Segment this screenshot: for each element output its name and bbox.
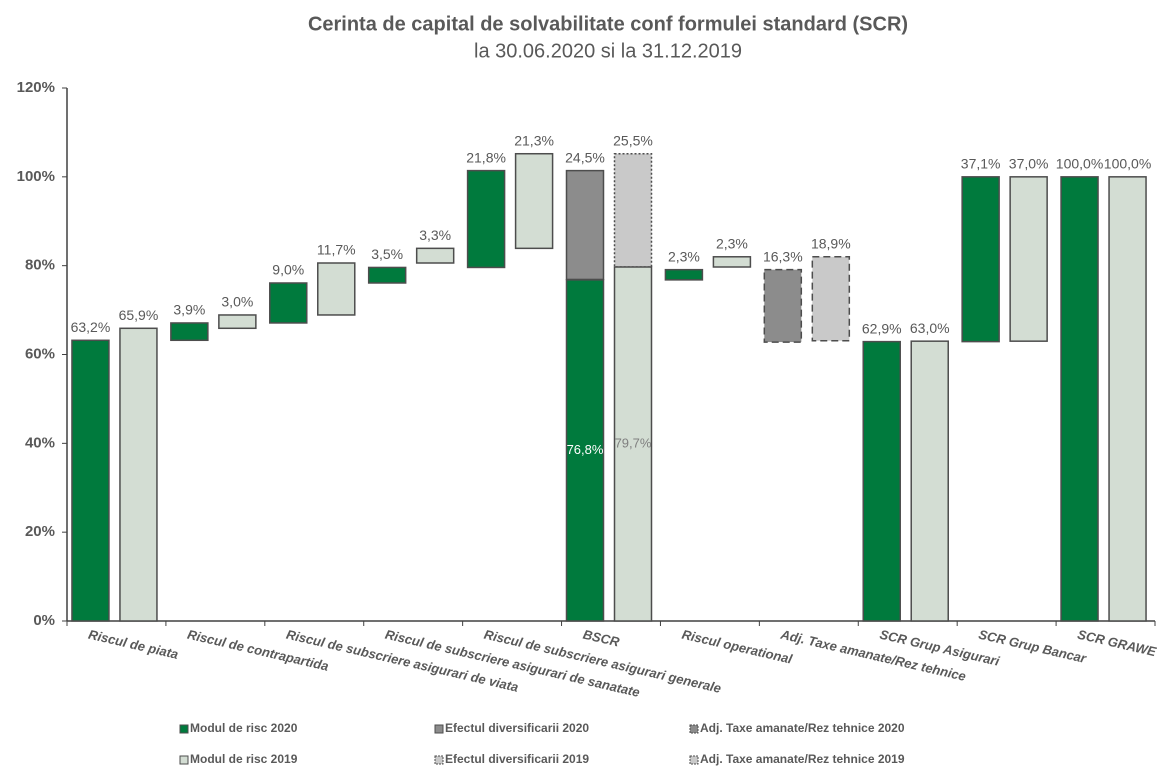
value-label: 21,3% — [514, 132, 554, 148]
legend-swatch — [689, 755, 699, 765]
legend-label: Adj. Taxe amanate/Rez tehnice 2020 — [700, 721, 905, 735]
legend-label: Adj. Taxe amanate/Rez tehnice 2019 — [700, 752, 905, 766]
value-label: 79,7% — [615, 435, 652, 450]
value-label: 3,3% — [419, 227, 451, 243]
bar — [565, 279, 605, 622]
legend-label: Efectul diversificarii 2019 — [445, 752, 589, 766]
legend-swatch — [434, 755, 444, 765]
bar — [415, 247, 455, 264]
legend-swatch — [179, 755, 189, 765]
y-tick-label: 0% — [33, 612, 55, 629]
bar — [565, 169, 605, 281]
bar — [961, 176, 1000, 343]
value-label: 24,5% — [565, 149, 605, 165]
bar — [763, 268, 803, 343]
value-label: 3,0% — [221, 294, 253, 310]
value-label: 25,5% — [613, 132, 653, 148]
bar — [664, 268, 704, 281]
value-label: 2,3% — [668, 248, 700, 264]
bar — [119, 327, 158, 622]
x-tick-label: BSCR — [582, 627, 622, 650]
y-tick-label: 60% — [25, 345, 55, 362]
value-label: 21,8% — [466, 149, 506, 165]
y-tick-label: 100% — [17, 168, 55, 185]
value-label: 11,7% — [317, 242, 356, 258]
bar — [218, 314, 257, 330]
bar — [1060, 176, 1099, 622]
legend-label: Modul de risc 2019 — [190, 752, 298, 766]
legend-swatch — [689, 724, 699, 734]
value-label: 18,9% — [811, 235, 851, 251]
legend-label: Efectul diversificarii 2020 — [445, 721, 589, 735]
value-label: 100,0% — [1056, 156, 1103, 172]
legend-swatch — [434, 724, 444, 734]
bar — [910, 340, 949, 622]
bar — [1009, 176, 1048, 342]
bar — [170, 322, 209, 342]
y-tick-label: 20% — [25, 523, 55, 540]
y-tick-label: 80% — [25, 257, 55, 274]
bar — [862, 340, 901, 622]
bar — [367, 266, 407, 284]
value-label: 37,1% — [961, 156, 1001, 172]
bar — [71, 339, 110, 622]
value-label: 37,0% — [1009, 156, 1049, 172]
value-label: 63,0% — [910, 320, 950, 336]
value-label: 9,0% — [272, 262, 304, 278]
bar — [712, 256, 752, 268]
bar — [466, 169, 506, 269]
value-label: 2,3% — [716, 235, 748, 251]
value-label: 16,3% — [763, 248, 803, 264]
bar — [1108, 176, 1147, 622]
y-tick-label: 120% — [17, 79, 55, 96]
x-tick-label: SCR GRAWE Group — [1076, 627, 1157, 669]
chart-subtitle: la 30.06.2020 si la 31.12.2019 — [474, 40, 742, 62]
value-label: 3,9% — [173, 302, 205, 318]
bar — [317, 262, 356, 316]
value-label: 3,5% — [371, 246, 403, 262]
bar — [811, 256, 851, 342]
value-label: 76,8% — [567, 442, 604, 457]
y-tick-label: 40% — [25, 434, 55, 451]
legend-swatch — [179, 724, 189, 734]
value-label: 62,9% — [862, 320, 902, 336]
x-tick-label: Riscul operational — [680, 627, 794, 667]
value-label: 100,0% — [1104, 156, 1151, 172]
x-tick-label: Riscul de piata — [87, 627, 180, 662]
value-label: 65,9% — [119, 307, 159, 323]
chart-title: Cerinta de capital de solvabilitate conf… — [308, 13, 908, 35]
legend-label: Modul de risc 2020 — [190, 721, 298, 735]
bar — [514, 152, 554, 250]
value-label: 63,2% — [71, 319, 111, 335]
bar — [269, 282, 308, 324]
bar — [613, 266, 653, 622]
bar — [613, 152, 653, 268]
